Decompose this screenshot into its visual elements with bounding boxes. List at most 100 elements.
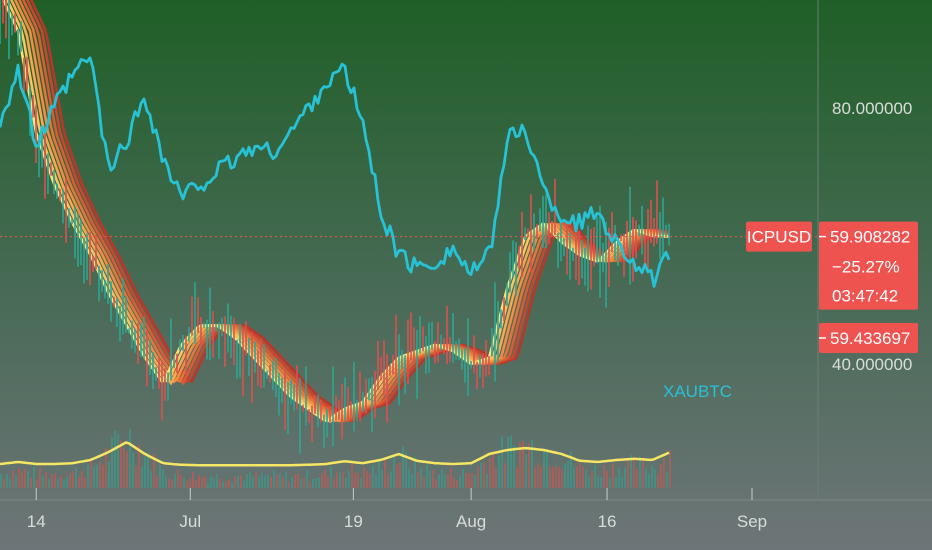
volume-bar (513, 445, 515, 488)
compare-series-label: XAUBTC (663, 382, 732, 401)
volume-bar (516, 467, 518, 488)
volume-bar (459, 475, 461, 488)
volume-bar (621, 476, 623, 488)
volume-bar (468, 473, 470, 488)
volume-bar (63, 479, 65, 488)
volume-bar (498, 455, 500, 488)
volume-bar (303, 477, 305, 488)
volume-bar (39, 467, 41, 488)
volume-bar (633, 455, 635, 488)
volume-bar (600, 477, 602, 488)
volume-bar (135, 466, 137, 488)
volume-bar (378, 459, 380, 488)
volume-bar (342, 472, 344, 488)
volume-bar (36, 479, 38, 488)
volume-bar (396, 464, 398, 488)
volume-bar (189, 479, 191, 488)
volume-bar (537, 463, 539, 488)
volume-bar (297, 473, 299, 488)
volume-bar (654, 469, 656, 488)
volume-bar (204, 476, 206, 488)
volume-bar (51, 474, 53, 488)
volume-bar (225, 481, 227, 488)
volume-bar (381, 469, 383, 488)
volume-bar (399, 462, 401, 488)
volume-bar (291, 476, 293, 488)
volume-bar (231, 481, 233, 488)
volume-bar (651, 465, 653, 488)
volume-bar (42, 475, 44, 488)
volume-bar (390, 471, 392, 488)
volume-bar (645, 468, 647, 488)
volume-bar (102, 465, 104, 488)
volume-bar (549, 466, 551, 488)
x-tick-label: 14 (27, 512, 46, 531)
volume-bar (48, 478, 50, 488)
volume-bar (129, 428, 131, 488)
volume-bar (441, 469, 443, 488)
volume-bar (213, 478, 215, 488)
volume-bar (177, 470, 179, 488)
volume-bar (609, 478, 611, 488)
volume-bar (558, 467, 560, 488)
volume-bar (348, 470, 350, 488)
volume-bar (312, 479, 314, 488)
volume-bar (372, 465, 374, 488)
volume-bar (627, 459, 629, 488)
volume-bar (207, 481, 209, 488)
volume-bar (72, 471, 74, 488)
volume-bar (582, 466, 584, 488)
volume-bar (585, 469, 587, 488)
volume-bar (642, 457, 644, 488)
volume-bar (153, 453, 155, 488)
volume-bar (228, 479, 230, 488)
y-tick-label: 80.000000 (832, 99, 912, 118)
volume-bar (567, 461, 569, 488)
volume-bar (180, 475, 182, 488)
volume-bar (159, 465, 161, 488)
volume-bar (24, 468, 26, 488)
volume-bar (354, 472, 356, 488)
countdown-label: 03:47:42 (832, 287, 898, 306)
volume-bar (612, 463, 614, 488)
volume-bar (255, 471, 257, 488)
ribbon-line (21, 0, 670, 423)
volume-bar (639, 456, 641, 488)
volume-bar (471, 472, 473, 488)
volume-bar (168, 478, 170, 488)
volume-bar (273, 470, 275, 488)
volume-bar (78, 477, 80, 488)
volume-bar (618, 467, 620, 488)
volume-bar (45, 471, 47, 488)
volume-bar (375, 473, 377, 488)
volume-bar (546, 449, 548, 488)
volume-bar (603, 464, 605, 488)
volume-bar (543, 449, 545, 488)
volume-bar (519, 442, 521, 488)
volume-bar (93, 466, 95, 488)
volume-bar (465, 472, 467, 488)
volume-bar (420, 468, 422, 488)
volume-bar (309, 481, 311, 488)
volume-bar (120, 439, 122, 488)
volume-bar (384, 458, 386, 488)
volume-bar (447, 474, 449, 488)
volume-bar (186, 480, 188, 488)
volume-bar (219, 478, 221, 488)
volume-bar (252, 476, 254, 488)
volume-bar (657, 473, 659, 488)
volume-bar (282, 476, 284, 488)
volume-bar (258, 476, 260, 488)
volume-bar (525, 454, 527, 488)
symbol-tag (746, 221, 812, 252)
volume-bar (18, 467, 20, 488)
volume-bar (90, 457, 92, 488)
volume-bar (33, 466, 35, 488)
volume-bar (15, 474, 17, 488)
volume-bar (3, 479, 5, 488)
volume-bar (147, 455, 149, 488)
volume-bar (198, 474, 200, 488)
volume-bar (270, 476, 272, 488)
